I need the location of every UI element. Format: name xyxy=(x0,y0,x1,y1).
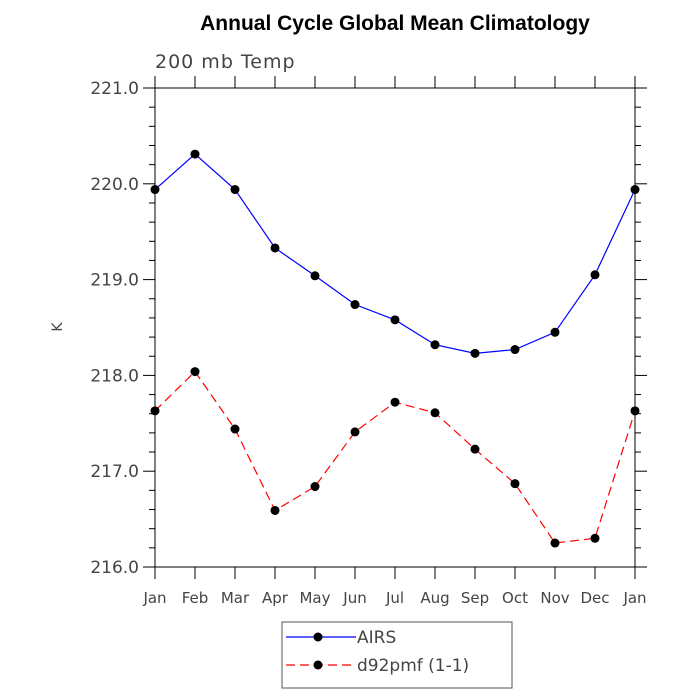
x-tick-label: Nov xyxy=(540,589,569,607)
plot-frame xyxy=(154,87,636,568)
data-point xyxy=(470,348,480,358)
x-tick-label: Jan xyxy=(622,589,646,607)
x-tick-label: Jun xyxy=(342,589,366,607)
data-point xyxy=(550,327,560,337)
data-point xyxy=(350,300,360,310)
x-tick-label: Oct xyxy=(502,589,528,607)
data-point xyxy=(350,427,360,437)
x-tick-label: Jan xyxy=(142,589,166,607)
x-tick-label: May xyxy=(299,589,330,607)
axis-ticks xyxy=(143,76,647,579)
data-point xyxy=(190,149,200,159)
y-tick-label: 219.0 xyxy=(90,271,139,291)
data-point xyxy=(230,424,240,434)
y-tick-label: 220.0 xyxy=(90,175,139,195)
series-1 xyxy=(150,367,640,548)
data-point xyxy=(310,482,320,492)
data-point xyxy=(390,397,400,407)
data-point xyxy=(630,185,640,195)
legend-item: AIRS xyxy=(286,628,396,648)
legend: AIRS d92pmf (1-1) xyxy=(281,621,513,689)
legend-label: d92pmf (1-1) xyxy=(357,656,469,676)
data-point xyxy=(150,185,160,195)
data-point xyxy=(630,406,640,416)
chart-title: Annual Cycle Global Mean Climatology xyxy=(200,12,590,35)
x-tick-label: Mar xyxy=(221,589,250,607)
data-point xyxy=(470,444,480,454)
y-tick-label: 221.0 xyxy=(90,79,139,99)
data-point xyxy=(270,243,280,253)
series-line xyxy=(154,370,636,544)
data-point xyxy=(390,315,400,325)
series-layer xyxy=(150,149,640,548)
data-point xyxy=(430,408,440,418)
x-tick-label: Jul xyxy=(385,589,404,607)
data-point xyxy=(270,505,280,515)
data-point xyxy=(590,270,600,280)
y-axis-label: K xyxy=(50,322,66,332)
legend-item: d92pmf (1-1) xyxy=(286,656,469,676)
x-tick-label: Apr xyxy=(262,589,289,607)
data-point xyxy=(510,345,520,355)
data-point xyxy=(430,340,440,350)
x-tick-label: Sep xyxy=(461,589,489,607)
legend-label: AIRS xyxy=(357,628,396,648)
y-tick-label: 217.0 xyxy=(90,462,139,482)
y-tick-label: 218.0 xyxy=(90,366,139,386)
x-tick-label: Aug xyxy=(420,589,449,607)
data-point xyxy=(510,479,520,489)
y-tick-labels: 216.0 217.0 218.0 219.0 220.0 221.0 xyxy=(90,79,139,578)
y-tick-label: 216.0 xyxy=(90,558,139,578)
data-point xyxy=(550,538,560,548)
legend-box xyxy=(281,621,513,689)
chart-subtitle: 200 mb Temp xyxy=(155,51,296,73)
x-tick-label: Feb xyxy=(182,589,209,607)
data-point xyxy=(590,533,600,543)
series-0 xyxy=(150,149,640,358)
data-point xyxy=(190,367,200,377)
data-point xyxy=(230,185,240,195)
data-point xyxy=(150,406,160,416)
legend-marker xyxy=(313,660,323,670)
data-point xyxy=(310,271,320,281)
x-tick-labels: Jan Feb Mar Apr May Jun Jul Aug Sep Oct Nov Dec Jan xyxy=(142,589,646,607)
x-tick-label: Dec xyxy=(580,589,609,607)
legend-marker xyxy=(313,632,323,642)
